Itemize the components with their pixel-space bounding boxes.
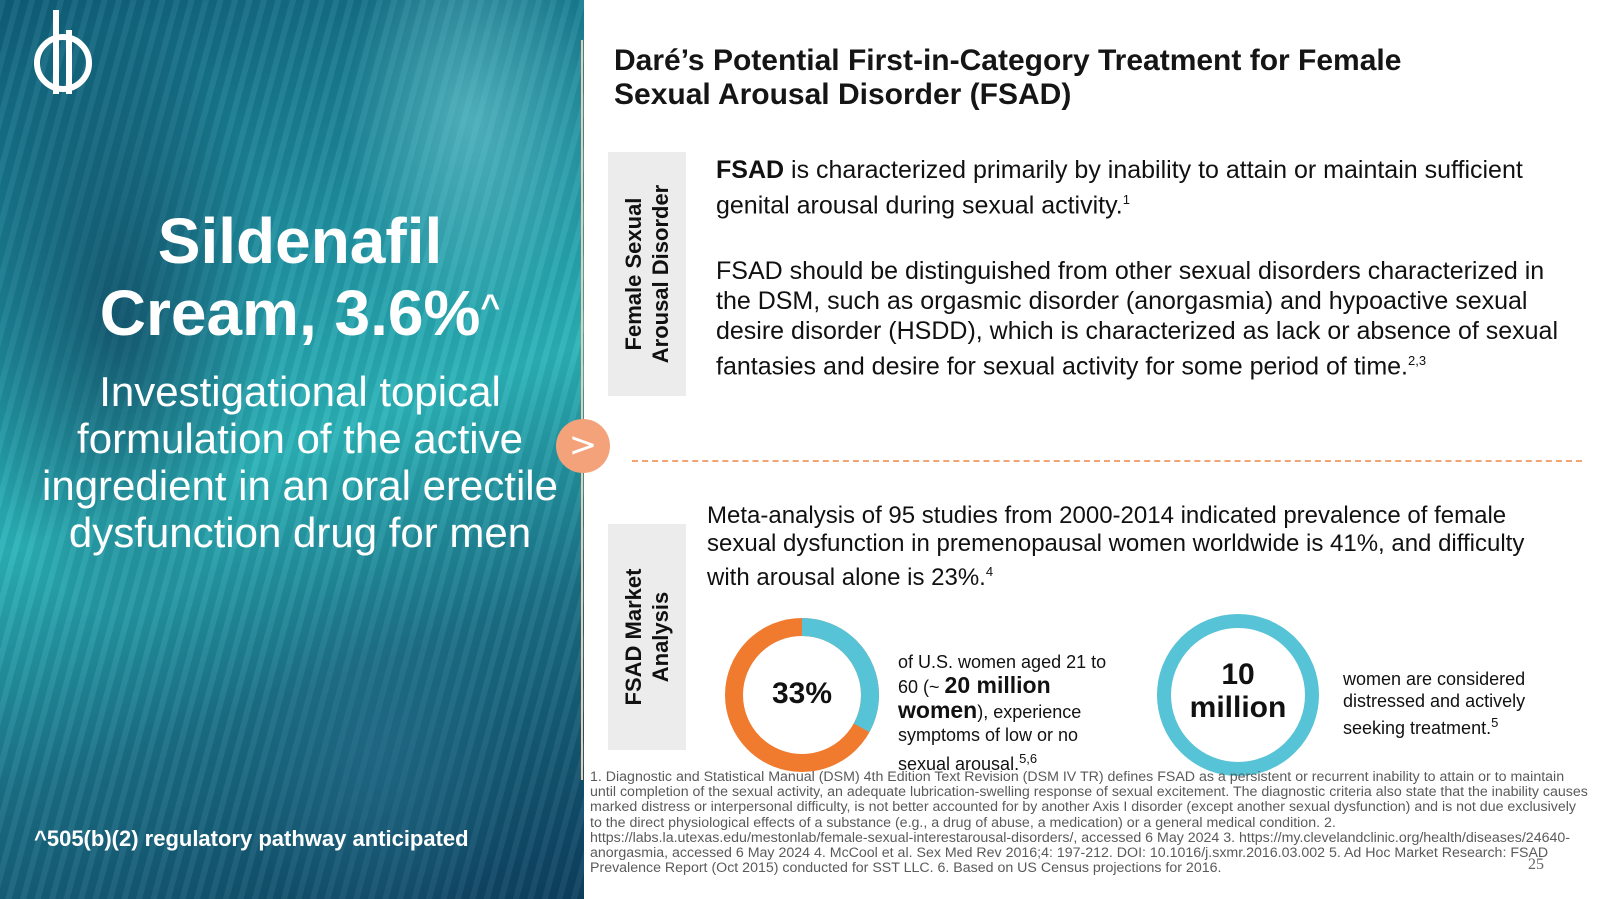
donut-value-label: 33%: [771, 677, 833, 710]
treatment-stat-text: women are considered distressed and acti…: [1343, 668, 1573, 739]
title-caret: ^: [480, 288, 501, 326]
fsad-definition: FSAD is characterized primarily by inabi…: [716, 155, 1566, 220]
meta-analysis-text: Meta-analysis of 95 studies from 2000-20…: [707, 502, 1567, 592]
prevalence-donut: [725, 618, 879, 772]
ref-sup: 5: [1491, 715, 1499, 730]
ref-sup: 5,6: [1019, 751, 1038, 766]
market-section-label: FSAD Market Analysis: [608, 524, 686, 750]
regulatory-footnote: ^505(b)(2) regulatory pathway anticipate…: [34, 826, 469, 851]
slide-title-line2: Sexual Arousal Disorder (FSAD): [614, 78, 1072, 111]
vertical-divider: [581, 40, 583, 780]
product-title-line2: Cream, 3.6%: [99, 277, 481, 349]
fsad-section-label: Female Sexual Arousal Disorder: [608, 152, 686, 396]
ring-value-line2: million: [1189, 691, 1287, 724]
meta-analysis-body: Meta-analysis of 95 studies from 2000-20…: [707, 502, 1525, 591]
stat1-highlight: 20 million women: [898, 672, 1051, 723]
product-title: Sildenafil Cream, 3.6%^: [40, 205, 560, 349]
stat1-pre: of U.S. women aged 21 to 60 (~: [898, 652, 1107, 697]
page-number: 25: [1528, 856, 1544, 873]
fsad-label-line1: Female Sexual: [621, 197, 646, 351]
ref-sup: 4: [985, 564, 994, 579]
market-label-line2: Analysis: [648, 591, 673, 683]
fsad-label-line2: Arousal Disorder: [648, 184, 673, 364]
fsad-definition-text: is characterized primarily by inability …: [716, 156, 1523, 220]
ring-circle: [1157, 614, 1319, 776]
fsad-distinction: FSAD should be distinguished from other …: [716, 256, 1566, 381]
ref-sup: 2,3: [1408, 353, 1427, 368]
chevron-right-icon: >: [568, 425, 598, 465]
slide-title: Daré’s Potential First-in-Category Treat…: [614, 44, 1574, 112]
product-title-line1: Sildenafil: [157, 205, 443, 277]
stat2-body: women are considered distressed and acti…: [1343, 669, 1526, 738]
ring-value-label: 10 million: [1155, 658, 1321, 724]
section-divider: [632, 460, 1582, 462]
product-subtitle: Investigational topical formulation of t…: [42, 368, 558, 556]
dare-logo-icon: [34, 10, 92, 94]
fsad-bold-term: FSAD: [716, 156, 785, 184]
market-label-line1: FSAD Market: [621, 568, 646, 706]
ref-sup: 1: [1122, 192, 1130, 207]
fsad-distinction-text: FSAD should be distinguished from other …: [716, 257, 1559, 381]
prevalence-stat-text: of U.S. women aged 21 to 60 (~ 20 millio…: [898, 651, 1118, 776]
next-arrow-button[interactable]: >: [556, 419, 610, 473]
hero-panel: Sildenafil Cream, 3.6%^ Investigational …: [0, 0, 584, 899]
slide-title-line1: Daré’s Potential First-in-Category Treat…: [614, 44, 1402, 77]
stat1-post: ), experience symptoms of low or no sexu…: [898, 702, 1082, 774]
seeking-treatment-ring: [1157, 614, 1319, 776]
donut-value-arc: [725, 618, 879, 772]
footnotes: 1. Diagnostic and Statistical Manual (DS…: [590, 769, 1588, 877]
ring-value-line1: 10: [1221, 658, 1255, 691]
